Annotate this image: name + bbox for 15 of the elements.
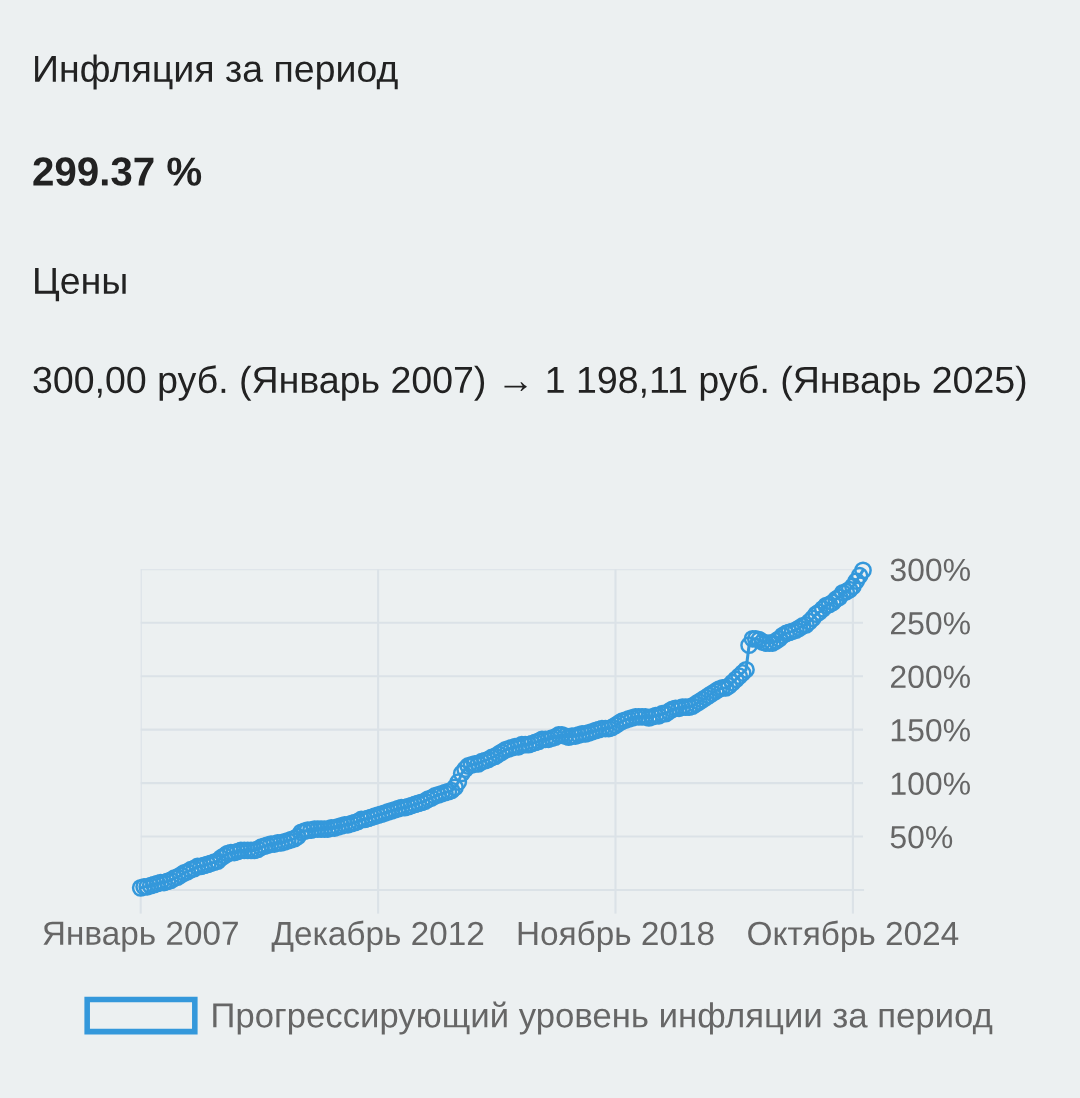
chart-title: Инфляция за период xyxy=(35,54,398,90)
y-tick-label: 150% xyxy=(891,718,970,742)
x-tick-label: Декабрь 2012 xyxy=(271,920,484,952)
y-tick-label: 100% xyxy=(891,772,970,795)
y-tick-label: 250% xyxy=(891,612,970,635)
y-tick-label: 50% xyxy=(890,825,953,849)
x-tick-label: Ноябрь 2018 xyxy=(518,920,714,952)
y-tick-label: 300% xyxy=(890,558,970,582)
y-tick-label: 200% xyxy=(891,665,970,689)
x-tick-label: Октябрь 2024 xyxy=(748,920,959,952)
chart-subtitle: 299.37 % xyxy=(33,157,202,186)
text: 300,00 руб. (Январь 2007) → 1 198,11 руб. (Январь 2025) xyxy=(33,365,1026,401)
text: Цены xyxy=(35,267,126,302)
x-tick-label: Январь 2007 xyxy=(43,921,238,952)
legend-label: Прогрессирующий уровень инфляции за период xyxy=(213,1001,993,1035)
